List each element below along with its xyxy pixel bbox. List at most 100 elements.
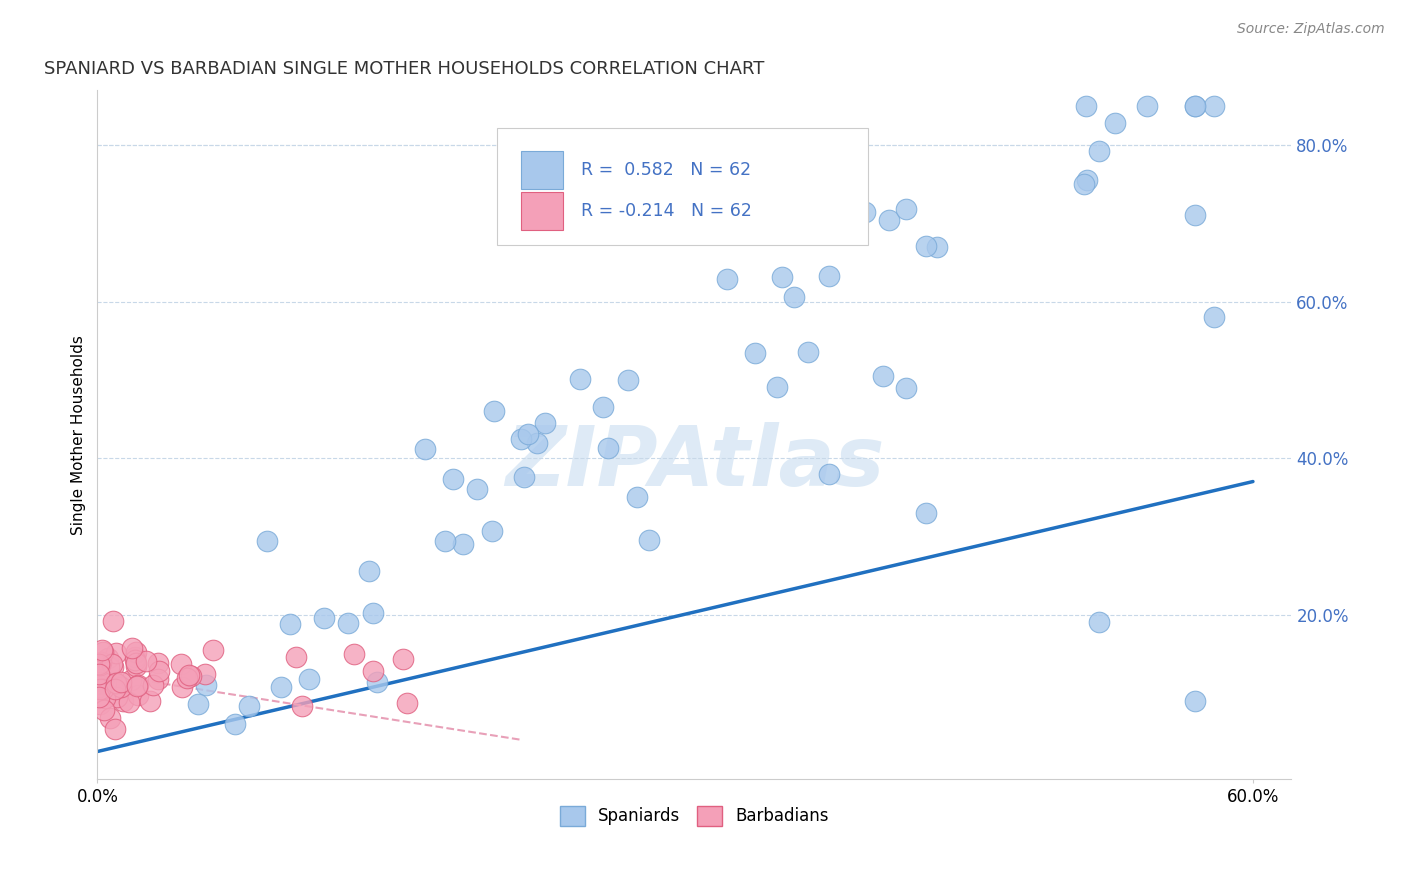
Point	[98, 659, 121, 673]
Point	[818, 269, 841, 284]
Point	[278, 616, 301, 631]
Point	[124, 650, 146, 665]
Point	[896, 381, 918, 395]
Point	[180, 669, 202, 683]
Point	[513, 470, 536, 484]
Text: Source: ZipAtlas.com: Source: ZipAtlas.com	[1237, 22, 1385, 37]
Point	[89, 673, 111, 687]
Point	[568, 372, 591, 386]
Point	[101, 615, 124, 629]
Point	[482, 404, 505, 418]
Point	[103, 675, 125, 690]
Point	[139, 694, 162, 708]
Point	[101, 660, 124, 674]
Point	[118, 695, 141, 709]
Point	[1104, 116, 1126, 130]
Point	[91, 645, 114, 659]
Point	[224, 717, 246, 731]
Point	[91, 682, 114, 697]
Point	[105, 646, 128, 660]
Point	[89, 666, 111, 681]
Point	[270, 681, 292, 695]
Point	[1076, 173, 1098, 187]
Point	[89, 657, 111, 672]
Point	[127, 688, 149, 702]
Point	[1184, 209, 1206, 223]
Point	[148, 672, 170, 686]
Point	[120, 673, 142, 688]
Point	[914, 239, 936, 253]
Point	[125, 656, 148, 670]
Point	[1184, 99, 1206, 113]
Point	[90, 643, 112, 657]
Point	[127, 678, 149, 692]
Point	[110, 675, 132, 690]
Point	[361, 664, 384, 678]
Point	[93, 703, 115, 717]
Point	[101, 657, 124, 671]
Point	[337, 616, 360, 631]
Point	[90, 655, 112, 669]
Point	[1184, 693, 1206, 707]
Point	[481, 524, 503, 539]
Point	[91, 673, 114, 687]
Point	[1136, 99, 1159, 113]
Point	[89, 690, 111, 704]
Point	[434, 533, 457, 548]
Point	[148, 657, 170, 671]
Point	[298, 672, 321, 686]
Point	[285, 649, 308, 664]
Point	[395, 697, 418, 711]
Point	[89, 680, 111, 694]
Y-axis label: Single Mother Households: Single Mother Households	[72, 334, 86, 534]
Point	[366, 675, 388, 690]
Point	[453, 537, 475, 551]
Point	[177, 667, 200, 681]
Point	[1088, 144, 1111, 158]
Point	[592, 400, 614, 414]
Point	[361, 606, 384, 620]
Point	[103, 681, 125, 696]
Point	[598, 441, 620, 455]
Point	[465, 483, 488, 497]
Point	[1204, 310, 1226, 325]
Point	[766, 380, 789, 394]
Point	[89, 682, 111, 697]
Point	[104, 722, 127, 736]
Point	[141, 678, 163, 692]
Point	[797, 345, 820, 359]
Point	[112, 694, 135, 708]
Point	[94, 676, 117, 690]
Text: ZIPAtlas: ZIPAtlas	[505, 422, 884, 502]
Point	[1074, 99, 1097, 113]
Legend: Spaniards, Barbadians: Spaniards, Barbadians	[553, 799, 835, 832]
Point	[98, 711, 121, 725]
Point	[1088, 615, 1111, 630]
Point	[170, 657, 193, 671]
Point	[441, 472, 464, 486]
Point	[925, 240, 948, 254]
Point	[97, 650, 120, 665]
Point	[89, 656, 111, 670]
Point	[770, 270, 793, 285]
Point	[238, 698, 260, 713]
Point	[413, 442, 436, 457]
Point	[794, 181, 817, 195]
Point	[256, 534, 278, 549]
Point	[110, 681, 132, 695]
Point	[194, 666, 217, 681]
Point	[202, 643, 225, 657]
Point	[148, 664, 170, 678]
Text: R =  0.582   N = 62: R = 0.582 N = 62	[581, 161, 751, 179]
Point	[914, 506, 936, 520]
Point	[291, 698, 314, 713]
Text: R = -0.214   N = 62: R = -0.214 N = 62	[581, 202, 752, 220]
Point	[187, 697, 209, 711]
FancyBboxPatch shape	[498, 128, 868, 245]
Point	[89, 698, 111, 712]
Point	[1204, 99, 1226, 113]
Point	[125, 645, 148, 659]
Point	[124, 653, 146, 667]
Text: SPANIARD VS BARBADIAN SINGLE MOTHER HOUSEHOLDS CORRELATION CHART: SPANIARD VS BARBADIAN SINGLE MOTHER HOUS…	[44, 60, 763, 78]
Point	[89, 657, 111, 672]
